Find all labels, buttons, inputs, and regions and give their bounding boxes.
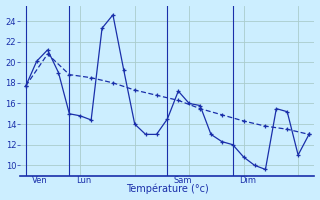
Text: Dim: Dim bbox=[239, 176, 256, 185]
Text: Ven: Ven bbox=[32, 176, 48, 185]
Text: Lun: Lun bbox=[76, 176, 91, 185]
Text: Sam: Sam bbox=[174, 176, 192, 185]
X-axis label: Température (°c): Température (°c) bbox=[126, 184, 209, 194]
